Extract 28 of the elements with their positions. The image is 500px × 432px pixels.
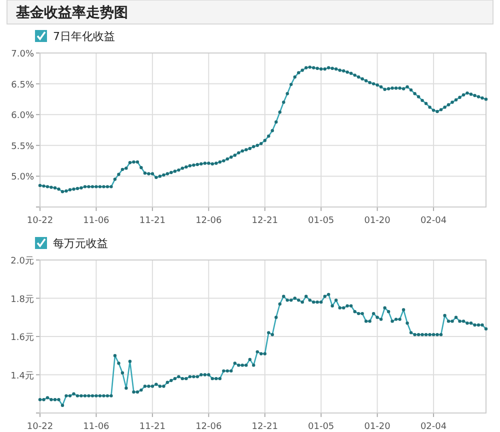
- x-tick-label: 01-05: [308, 422, 334, 432]
- y-tick-label: 1.6元: [10, 332, 34, 343]
- y-tick-label: 7.0%: [11, 50, 34, 60]
- x-tick-label: 12-06: [196, 422, 222, 432]
- y-tick-label: 2.0元: [10, 256, 34, 266]
- x-tick-label: 11-06: [83, 216, 110, 226]
- y-tick-label: 1.4元: [10, 370, 34, 382]
- y-tick-label: 6.5%: [11, 80, 34, 90]
- y-tick-label: 1.8元: [10, 294, 34, 305]
- y-tick-label: 6.0%: [11, 111, 34, 122]
- chart-title: 基金收益率走势图: [15, 4, 128, 21]
- x-tick-label: 01-20: [364, 216, 391, 226]
- x-tick-label: 11-21: [139, 422, 166, 432]
- legend-label: 7日年化收益: [53, 30, 115, 43]
- y-tick-label: 5.0%: [11, 172, 34, 183]
- x-tick-label: 12-06: [196, 216, 222, 226]
- legend-label: 每万元收益: [53, 237, 108, 250]
- x-tick-label: 10-22: [26, 216, 54, 226]
- x-tick-label: 12-21: [252, 216, 278, 226]
- y-tick-label: 5.5%: [11, 142, 34, 152]
- x-tick-label: 02-04: [420, 216, 447, 226]
- x-tick-label: 11-06: [83, 422, 110, 432]
- x-tick-label: 01-20: [364, 422, 391, 432]
- x-tick-label: 02-04: [420, 422, 447, 432]
- x-tick-label: 01-05: [308, 216, 334, 226]
- x-tick-label: 12-21: [252, 422, 278, 432]
- x-tick-label: 11-21: [139, 216, 166, 226]
- x-tick-label: 10-22: [26, 422, 54, 432]
